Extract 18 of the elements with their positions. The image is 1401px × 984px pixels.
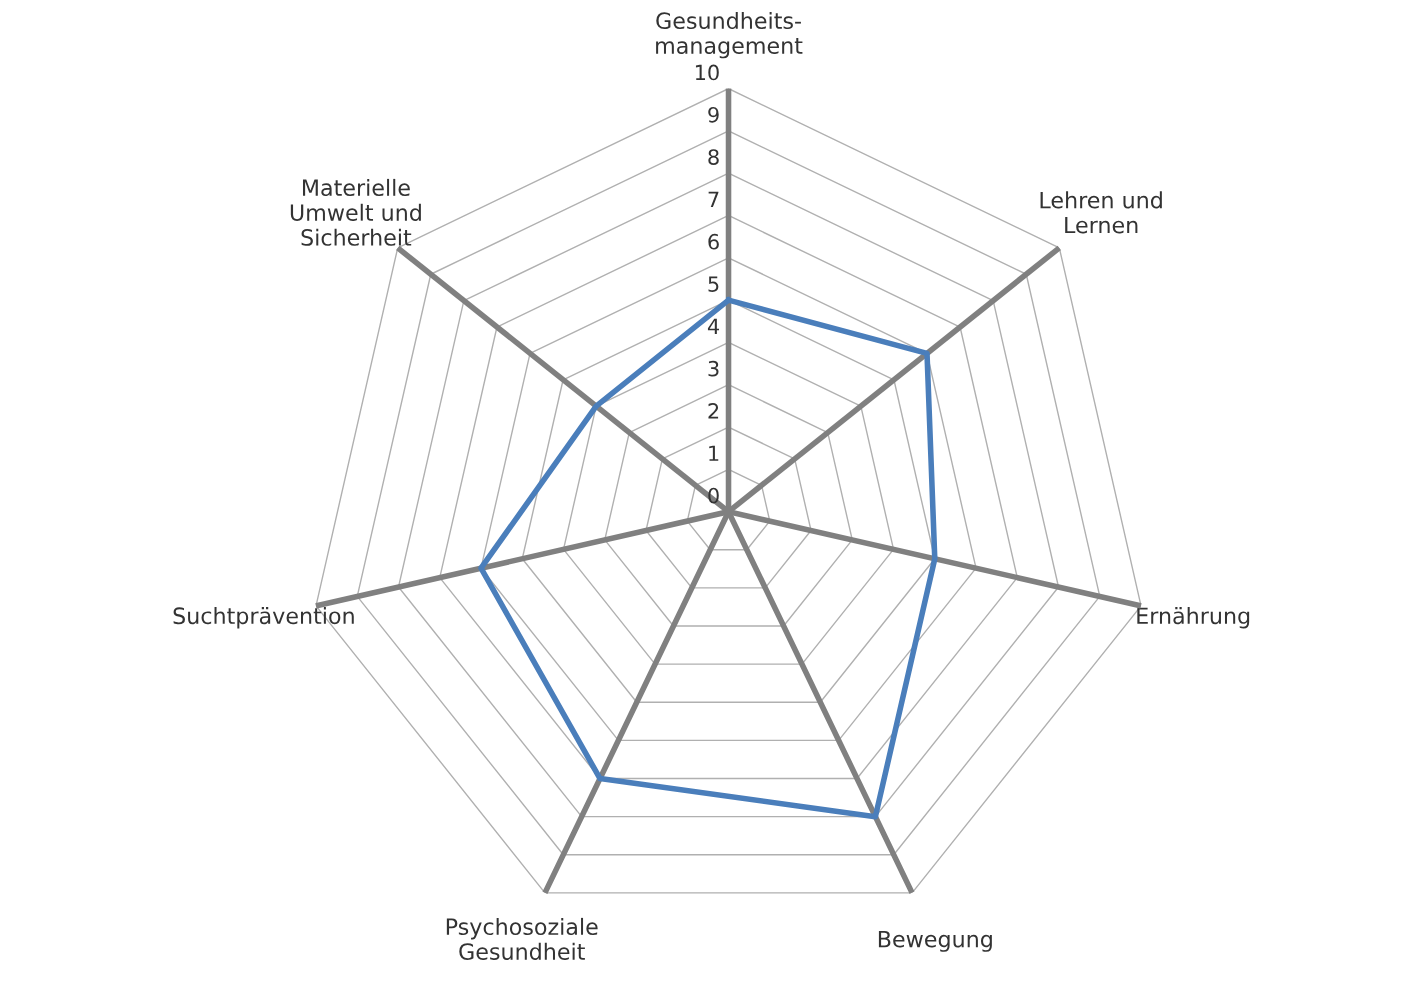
y-tick-label: 4: [707, 318, 720, 334]
spoke-label: Bewegung: [878, 931, 992, 952]
spoke-label: Suchtprävention: [173, 606, 354, 629]
y-tick-label: 9: [708, 106, 719, 123]
spoke-label: Gesundheits- management: [656, 11, 803, 59]
y-tick-label: 0: [708, 487, 719, 504]
y-tick-label: 10: [695, 64, 719, 81]
y-tick-label: 3: [708, 360, 719, 377]
spoke-label: Materielle Umwelt und Sicherheit: [290, 178, 421, 246]
spoke-label: Psychosoziale Gesundheit: [446, 917, 598, 960]
spoke-label: Lehren und Lernen: [1040, 191, 1162, 234]
y-tick-label: 2: [708, 403, 719, 419]
y-tick-label: 5: [708, 276, 719, 292]
spoke-label: Ernährung: [1137, 606, 1250, 629]
y-tick-label: 1: [709, 445, 719, 461]
y-tick-label: 7: [708, 191, 719, 207]
y-tick-label: 6: [708, 233, 719, 250]
y-tick-label: 8: [708, 149, 719, 165]
